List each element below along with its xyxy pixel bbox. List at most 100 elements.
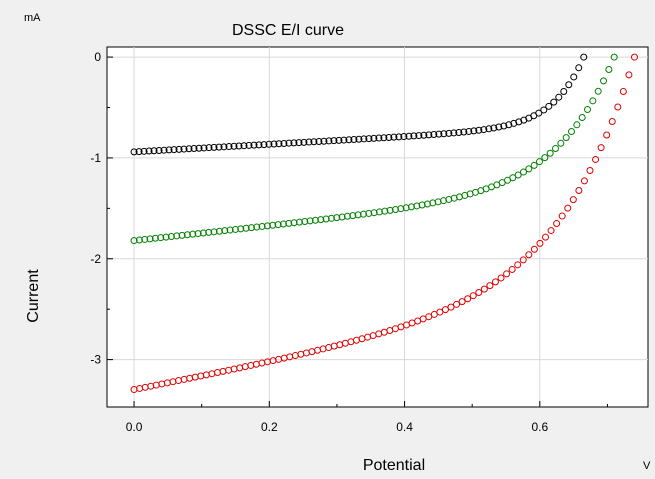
data-point (165, 146, 173, 154)
x-tick-label: 0.2 (261, 420, 278, 434)
data-point (600, 77, 608, 85)
data-point (614, 103, 622, 111)
data-point (464, 295, 472, 303)
data-point (514, 261, 522, 269)
data-point (295, 218, 303, 226)
data-point (385, 133, 393, 141)
data-point (542, 233, 550, 241)
data-point (390, 133, 398, 141)
data-point (320, 137, 328, 145)
data-point (400, 133, 408, 141)
data-point (475, 288, 483, 296)
data-point (130, 148, 138, 156)
data-point (175, 145, 183, 153)
data-point (447, 303, 455, 311)
data-point (155, 146, 163, 154)
data-point (560, 87, 568, 95)
data-point (279, 220, 287, 228)
data-point (630, 53, 638, 61)
data-point (194, 230, 202, 238)
data-point (170, 146, 178, 154)
data-point (350, 136, 358, 144)
data-point (410, 132, 418, 140)
data-point (594, 87, 602, 95)
data-point (270, 140, 278, 148)
data-point (145, 147, 153, 155)
data-point (200, 144, 208, 152)
data-point (335, 136, 343, 144)
x-tick-label: 0.4 (396, 420, 413, 434)
data-point (230, 142, 238, 150)
data-point (519, 168, 527, 176)
data-point (185, 145, 193, 153)
data-point (167, 233, 175, 241)
data-point (580, 177, 588, 185)
data-point (440, 130, 448, 138)
data-point (486, 282, 494, 290)
data-point (580, 53, 588, 61)
data-point (475, 126, 483, 134)
data-point (441, 306, 449, 314)
data-point (260, 141, 268, 149)
data-point (395, 133, 403, 141)
data-point (455, 128, 463, 136)
data-point (305, 138, 313, 146)
data-point (597, 144, 605, 152)
data-point (365, 135, 373, 143)
data-point (160, 146, 168, 154)
data-point (553, 220, 561, 228)
data-point (231, 225, 239, 233)
data-point (485, 125, 493, 133)
data-point (592, 155, 600, 163)
data-point (564, 204, 572, 212)
data-point (547, 227, 555, 235)
data-point (135, 148, 143, 156)
data-point (190, 145, 198, 153)
data-point (570, 73, 578, 81)
data-point (525, 165, 533, 173)
data-point (370, 209, 378, 217)
axis-ticks: 0.0 0.2 0.4 0.6 0 -1 -2 -3 (90, 50, 608, 434)
data-point (605, 66, 613, 74)
data-point (536, 239, 544, 247)
data-point (250, 141, 258, 149)
data-point (445, 129, 453, 137)
data-point (370, 134, 378, 142)
data-point (500, 122, 508, 130)
series-layer (130, 53, 638, 394)
data-point (413, 202, 421, 210)
data-point (505, 121, 513, 129)
data-point (275, 140, 283, 148)
data-point (220, 143, 228, 151)
plot-area (106, 46, 649, 408)
data-point (508, 265, 516, 273)
data-point (391, 206, 399, 214)
data-point (247, 224, 255, 232)
data-point (535, 109, 543, 117)
data-point (360, 135, 368, 143)
data-point (215, 143, 223, 151)
data-point (345, 136, 353, 144)
data-point (280, 139, 288, 147)
data-point (619, 88, 627, 96)
data-point (530, 161, 538, 169)
data-point (420, 131, 428, 139)
data-point (317, 216, 325, 224)
data-point (151, 234, 159, 242)
data-point (568, 128, 576, 136)
data-point (555, 93, 563, 101)
data-point (423, 200, 431, 208)
data-point (535, 158, 543, 166)
series-0 (130, 53, 588, 156)
data-point (130, 237, 138, 245)
x-axis-unit: V (643, 460, 651, 472)
data-point (210, 143, 218, 151)
data-point (545, 102, 553, 110)
data-point (589, 97, 597, 105)
data-point (573, 121, 581, 129)
data-point (541, 154, 549, 162)
data-point (240, 142, 248, 150)
data-point (355, 135, 363, 143)
data-point (603, 131, 611, 139)
